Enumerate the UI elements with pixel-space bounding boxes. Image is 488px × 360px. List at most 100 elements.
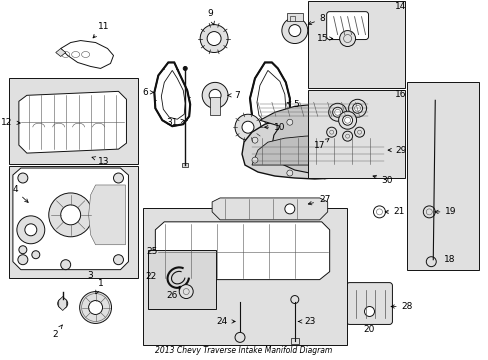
Polygon shape	[19, 91, 126, 153]
Circle shape	[25, 224, 37, 236]
Text: 2: 2	[52, 325, 62, 339]
Circle shape	[381, 157, 386, 163]
Text: 25: 25	[146, 247, 158, 256]
Circle shape	[332, 107, 342, 117]
Polygon shape	[251, 135, 386, 165]
Circle shape	[242, 121, 253, 133]
Polygon shape	[59, 297, 66, 310]
Polygon shape	[260, 104, 374, 174]
Circle shape	[179, 285, 193, 298]
Circle shape	[342, 131, 352, 141]
Circle shape	[364, 306, 374, 316]
Circle shape	[348, 99, 366, 117]
Text: 23: 23	[298, 317, 315, 326]
Polygon shape	[212, 198, 327, 220]
Text: 28: 28	[390, 302, 412, 311]
Text: 13: 13	[92, 157, 109, 166]
Circle shape	[339, 31, 355, 46]
Circle shape	[328, 103, 346, 121]
Text: 11: 11	[93, 22, 109, 38]
Polygon shape	[88, 185, 125, 245]
Text: 26: 26	[166, 286, 180, 300]
Bar	[286, 13, 302, 21]
Text: 29: 29	[387, 145, 406, 154]
Circle shape	[80, 292, 111, 323]
Text: 18: 18	[443, 255, 454, 264]
Bar	[289, 15, 294, 21]
Text: 6: 6	[142, 88, 154, 97]
Bar	[307, 1, 405, 88]
Circle shape	[286, 119, 292, 125]
Circle shape	[251, 137, 258, 143]
Bar	[210, 97, 220, 115]
Circle shape	[235, 332, 244, 342]
Text: 2013 Chevy Traverse Intake Manifold Diagram: 2013 Chevy Traverse Intake Manifold Diag…	[155, 346, 332, 355]
Polygon shape	[155, 222, 329, 280]
Text: 9: 9	[207, 9, 214, 25]
Circle shape	[235, 114, 261, 140]
Text: 4: 4	[12, 185, 28, 202]
Bar	[407, 82, 478, 270]
Circle shape	[200, 24, 227, 53]
Text: 19: 19	[434, 207, 456, 216]
Circle shape	[209, 89, 221, 101]
Circle shape	[285, 204, 294, 214]
Circle shape	[18, 255, 28, 265]
Text: 10: 10	[264, 123, 285, 132]
Text: 27: 27	[307, 195, 330, 205]
Circle shape	[286, 170, 292, 176]
Text: 16: 16	[394, 90, 406, 99]
Text: 5: 5	[286, 100, 298, 109]
Circle shape	[88, 301, 102, 315]
Text: 1: 1	[96, 279, 103, 294]
Bar	[290, 338, 298, 345]
Text: 30: 30	[372, 175, 392, 185]
Circle shape	[290, 296, 298, 303]
Circle shape	[361, 160, 377, 176]
Circle shape	[58, 298, 67, 309]
Text: 22: 22	[145, 272, 157, 281]
FancyBboxPatch shape	[346, 283, 392, 324]
FancyBboxPatch shape	[326, 12, 368, 40]
Circle shape	[381, 137, 386, 143]
Circle shape	[342, 115, 352, 125]
Text: 3: 3	[87, 271, 93, 280]
Polygon shape	[13, 168, 128, 270]
Text: 8: 8	[307, 14, 325, 24]
Circle shape	[18, 173, 28, 183]
Circle shape	[326, 127, 336, 137]
Circle shape	[61, 260, 71, 270]
Circle shape	[207, 32, 221, 45]
Polygon shape	[61, 41, 113, 68]
Circle shape	[32, 251, 40, 259]
Text: 21: 21	[385, 207, 404, 216]
Circle shape	[338, 111, 356, 129]
Circle shape	[251, 157, 258, 163]
Bar	[307, 90, 405, 178]
Circle shape	[17, 216, 45, 244]
Text: 31: 31	[166, 118, 184, 127]
Circle shape	[281, 18, 307, 44]
Text: 20: 20	[363, 325, 374, 334]
Text: 14: 14	[394, 2, 405, 11]
Circle shape	[113, 173, 123, 183]
Circle shape	[321, 173, 327, 179]
Circle shape	[183, 67, 187, 71]
Circle shape	[356, 119, 362, 125]
Circle shape	[356, 170, 362, 176]
Text: 12: 12	[1, 118, 20, 127]
Bar	[182, 163, 188, 167]
Circle shape	[352, 103, 362, 113]
Circle shape	[354, 127, 364, 137]
Bar	[148, 250, 216, 310]
Bar	[143, 208, 346, 345]
Text: 17: 17	[313, 139, 328, 150]
Circle shape	[61, 205, 81, 225]
Text: 7: 7	[227, 91, 240, 100]
Bar	[9, 78, 138, 164]
Circle shape	[113, 255, 123, 265]
Polygon shape	[242, 116, 388, 179]
Circle shape	[288, 24, 300, 37]
Bar	[9, 166, 138, 278]
Polygon shape	[56, 49, 65, 57]
